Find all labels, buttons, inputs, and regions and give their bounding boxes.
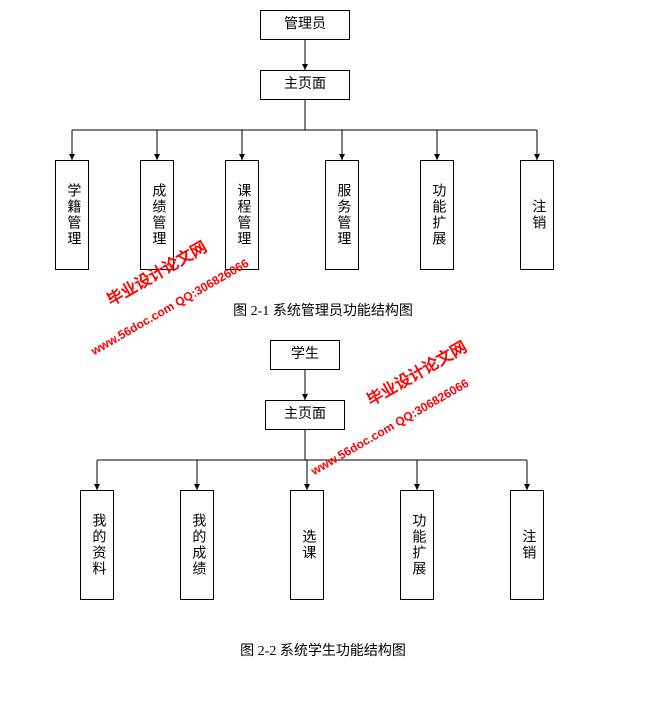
d2-leaf-2: 选课 — [290, 490, 324, 600]
d1-caption: 图 2-1 系统管理员功能结构图 — [0, 300, 646, 320]
d2-leaf-1: 我的成绩 — [180, 490, 214, 600]
d1-leaf-4: 功能扩展 — [420, 160, 454, 270]
d1-leaf-3: 服务管理 — [325, 160, 359, 270]
d2-leaf-4: 注销 — [510, 490, 544, 600]
d2-root-node: 学生 — [270, 340, 340, 370]
d2-leaf-3: 功能扩展 — [400, 490, 434, 600]
d1-main-node: 主页面 — [260, 70, 350, 100]
d2-leaf-0: 我的资料 — [80, 490, 114, 600]
d2-main-node: 主页面 — [265, 400, 345, 430]
d1-leaf-0: 学籍管理 — [55, 160, 89, 270]
d1-leaf-2: 课程管理 — [225, 160, 259, 270]
d1-root-node: 管理员 — [260, 10, 350, 40]
watermark-text: 毕业设计论文网 — [362, 334, 471, 411]
d1-leaf-5: 注销 — [520, 160, 554, 270]
d2-caption: 图 2-2 系统学生功能结构图 — [0, 640, 646, 660]
d1-leaf-1: 成绩管理 — [140, 160, 174, 270]
